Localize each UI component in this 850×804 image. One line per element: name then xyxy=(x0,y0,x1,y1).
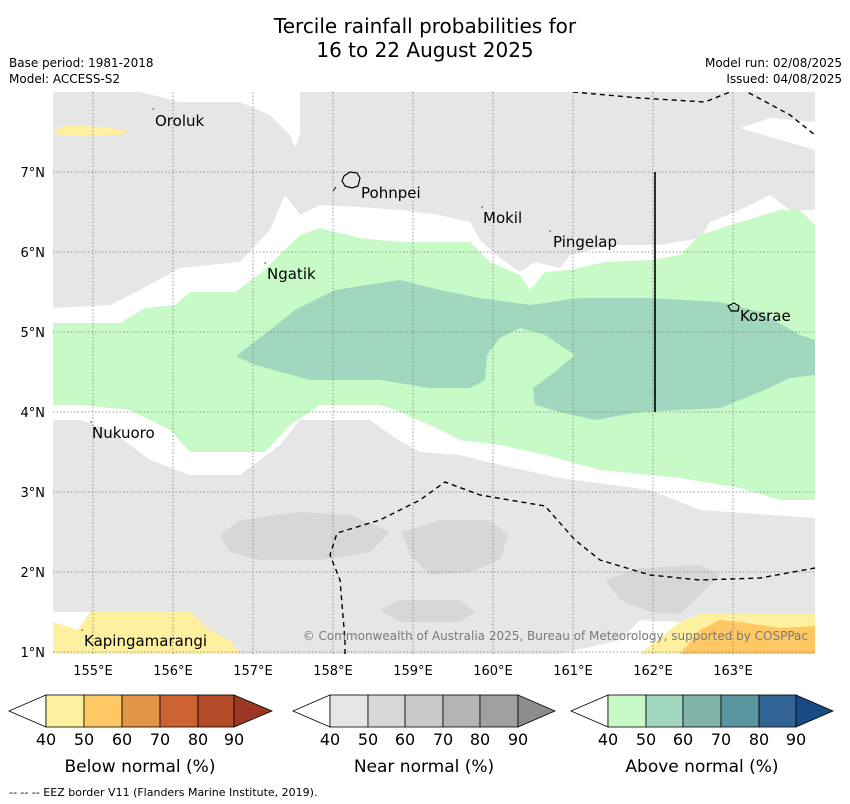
colorbar-near-swatch-2 xyxy=(367,694,406,728)
copyright-text: © Commonwealth of Australia 2025, Bureau… xyxy=(303,629,808,643)
model-text: Model: ACCESS-S2 xyxy=(9,72,121,86)
below-normal-40-region-north-west xyxy=(55,125,128,136)
lat-tick-1n: 1°N xyxy=(21,646,46,661)
colorbar-below-tick-90: 90 xyxy=(224,730,244,749)
colorbar-near-arrow xyxy=(517,694,557,728)
place-label-kosrae: Kosrae xyxy=(740,307,791,325)
pohnpei-island-outline xyxy=(341,171,361,189)
colorbar-near-tick-90: 90 xyxy=(508,730,528,749)
place-marker: ' xyxy=(549,229,551,238)
lat-tick-6n: 6°N xyxy=(21,246,46,261)
above-normal-50-region xyxy=(236,280,815,420)
lon-tick-159: 159°E xyxy=(393,664,433,679)
colorbar-below-title: Below normal (%) xyxy=(65,757,216,777)
base-period-text: Base period: 1981-2018 xyxy=(9,56,154,70)
model-run-text: Model run: 02/08/2025 xyxy=(704,56,842,70)
colorbar-above-swatch-1 xyxy=(607,694,647,728)
colorbar-below-arrow xyxy=(233,694,274,728)
lon-tick-162: 162°E xyxy=(633,664,673,679)
below-normal-40-region-south xyxy=(53,612,240,654)
colorbar-below-tick-80: 80 xyxy=(188,730,208,749)
colorbar-below-swatch-4 xyxy=(159,694,199,728)
colorbar-above-arrow xyxy=(795,694,835,728)
colorbar-above-normal: 40 50 60 70 80 90 Above normal (%) xyxy=(569,694,835,777)
lat-tick-2n: 2°N xyxy=(21,566,46,581)
colorbar-above-title: Above normal (%) xyxy=(625,757,778,777)
map-title-line-2: 16 to 22 August 2025 xyxy=(316,38,534,62)
colorbar-near-tick-80: 80 xyxy=(470,730,490,749)
lat-tick-5n: 5°N xyxy=(21,326,46,341)
map-title-line-1: Tercile rainfall probabilities for xyxy=(273,14,577,38)
colorbar-above-tick-70: 70 xyxy=(711,730,731,749)
lat-tick-7n: 7°N xyxy=(21,166,46,181)
near-normal-50-patch-3 xyxy=(380,600,475,622)
place-label-kapingamarangi: Kapingamarangi xyxy=(84,632,207,650)
place-label-ngatik: Ngatik xyxy=(267,265,316,283)
colorbar-above-tick-60: 60 xyxy=(673,730,693,749)
colorbar-below-tick-60: 60 xyxy=(112,730,132,749)
eez-footnote: -- -- -- EEZ border V11 (Flanders Marine… xyxy=(9,786,318,799)
place-marker: ' xyxy=(90,420,92,429)
kosrae-island-outline xyxy=(727,302,740,312)
lon-tick-161: 161°E xyxy=(553,664,593,679)
colorbar-near-tick-60: 60 xyxy=(395,730,415,749)
colorbar-near-normal: 40 50 60 70 80 90 Near normal (%) xyxy=(291,694,557,777)
near-normal-50-patch-1 xyxy=(220,512,390,560)
colorbar-below-tick-70: 70 xyxy=(150,730,170,749)
lon-tick-163: 163°E xyxy=(713,664,753,679)
below-normal-50-region-south-east xyxy=(680,620,815,654)
colorbar-near-swatch-5 xyxy=(479,694,519,728)
colorbar-above-swatch-4 xyxy=(720,694,760,728)
colorbar-below-swatch-3 xyxy=(121,694,161,728)
colorbar-above-swatch-2 xyxy=(645,694,684,728)
place-marker: ' xyxy=(481,205,483,214)
pohnpei-islet-mark xyxy=(332,186,337,192)
place-marker: ' xyxy=(264,261,266,270)
colorbar-near-swatch-3 xyxy=(404,694,444,728)
place-marker: ' xyxy=(152,107,154,116)
near-normal-region-west-strip xyxy=(53,160,290,308)
lon-tick-158: 158°E xyxy=(313,664,353,679)
place-label-pingelap: Pingelap xyxy=(553,233,617,251)
map-area: ' Oroluk Pohnpei ' Mokil ' Pingelap ' Ng… xyxy=(53,92,815,654)
colorbar-above-swatch-5 xyxy=(758,694,797,728)
lon-tick-155: 155°E xyxy=(73,664,113,679)
place-label-mokil: Mokil xyxy=(483,209,522,227)
gridlines xyxy=(53,92,815,654)
near-normal-region-north-east xyxy=(270,92,815,272)
lon-tick-160: 160°E xyxy=(473,664,513,679)
lon-tick-156: 156°E xyxy=(153,664,193,679)
colorbar-above-tick-90: 90 xyxy=(786,730,806,749)
eez-borders xyxy=(329,92,815,654)
near-normal-50-patch-2 xyxy=(402,520,508,575)
colorbar-above-swatch-3 xyxy=(682,694,722,728)
colorbar-near-tick-70: 70 xyxy=(433,730,453,749)
colorbar-near-swatch-1 xyxy=(329,694,369,728)
colorbar-below-swatch-2 xyxy=(83,694,123,728)
lat-tick-3n: 3°N xyxy=(21,486,46,501)
colorbar-above-tick-50: 50 xyxy=(636,730,656,749)
colorbar-near-tick-40: 40 xyxy=(320,730,340,749)
lon-tick-157: 157°E xyxy=(233,664,273,679)
near-normal-50-patch-4 xyxy=(605,565,720,614)
colorbar-above-tick-80: 80 xyxy=(749,730,769,749)
place-label-oroluk: Oroluk xyxy=(155,112,204,130)
colorbar-below-swatch-1 xyxy=(45,694,85,728)
colorbar-near-title: Near normal (%) xyxy=(354,757,494,777)
colorbar-near-tick-50: 50 xyxy=(358,730,378,749)
colorbar-below-normal: 40 50 60 70 80 90 Below normal (%) xyxy=(7,694,274,777)
colorbar-below-tick-50: 50 xyxy=(74,730,94,749)
lat-tick-4n: 4°N xyxy=(21,406,46,421)
place-label-nukuoro: Nukuoro xyxy=(92,424,155,442)
colorbar-above-tick-40: 40 xyxy=(598,730,618,749)
issued-text: Issued: 04/08/2025 xyxy=(726,72,842,86)
place-marker: ' xyxy=(81,628,83,637)
colorbar-below-tick-40: 40 xyxy=(36,730,56,749)
place-label-pohnpei: Pohnpei xyxy=(361,184,421,202)
colorbar-below-swatch-5 xyxy=(197,694,235,728)
colorbar-near-swatch-4 xyxy=(442,694,481,728)
